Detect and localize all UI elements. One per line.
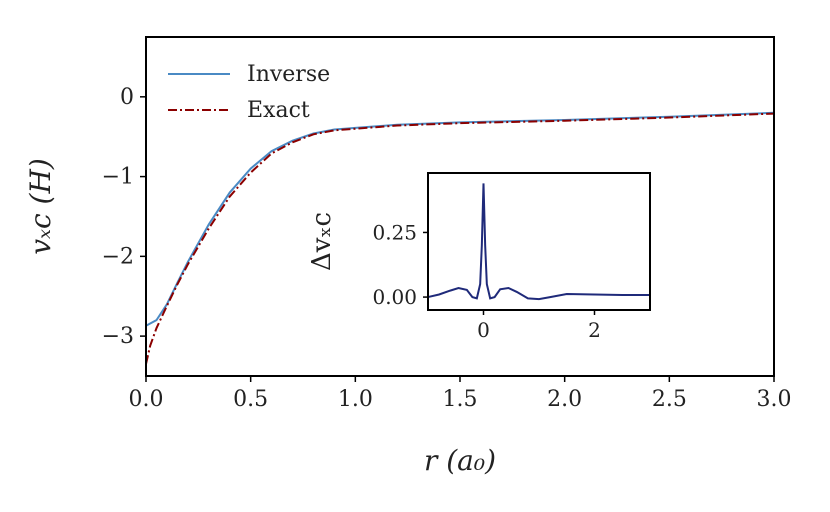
inset-plot: 0 2 0.00 0.25 Δvₓc	[307, 172, 651, 342]
legend: Inverse Exact	[168, 62, 330, 123]
main-plot: 0.0 0.5 1.0 1.5 2.0 2.5 3.0 0 −1 −2 −3 r (a₀) vₓc (H…	[24, 36, 792, 477]
main-x-tick-label: 2.0	[547, 387, 582, 412]
main-y-tick-label: −3	[102, 324, 134, 349]
inset-frame	[427, 172, 651, 311]
x-axis-label: r (a₀)	[424, 444, 496, 477]
legend-label-exact: Exact	[247, 98, 310, 123]
main-x-tick-label: 3.0	[757, 387, 792, 412]
inset-x-tick-label: 2	[588, 318, 601, 342]
main-x-tick-label: 0.5	[233, 387, 268, 412]
inset-y-tick-label: 0.25	[372, 220, 417, 244]
y-axis-label: vₓc (H)	[24, 158, 57, 255]
main-x-tick-label: 1.0	[338, 387, 373, 412]
inset-y-axis-label: Δvₓc	[307, 212, 337, 271]
inset-background	[428, 173, 650, 310]
main-x-tick-label: 0.0	[129, 387, 164, 412]
inset-y-tick-label: 0.00	[372, 285, 417, 309]
main-y-tick-label: −2	[102, 244, 134, 269]
main-y-tick-label: 0	[120, 85, 134, 110]
main-y-tick-label: −1	[102, 165, 134, 190]
inset-series-difference	[427, 183, 650, 301]
inset-x-tick-label: 0	[477, 318, 490, 342]
legend-label-inverse: Inverse	[247, 62, 330, 87]
main-x-tick-label: 2.5	[652, 387, 687, 412]
main-x-tick-label: 1.5	[443, 387, 478, 412]
